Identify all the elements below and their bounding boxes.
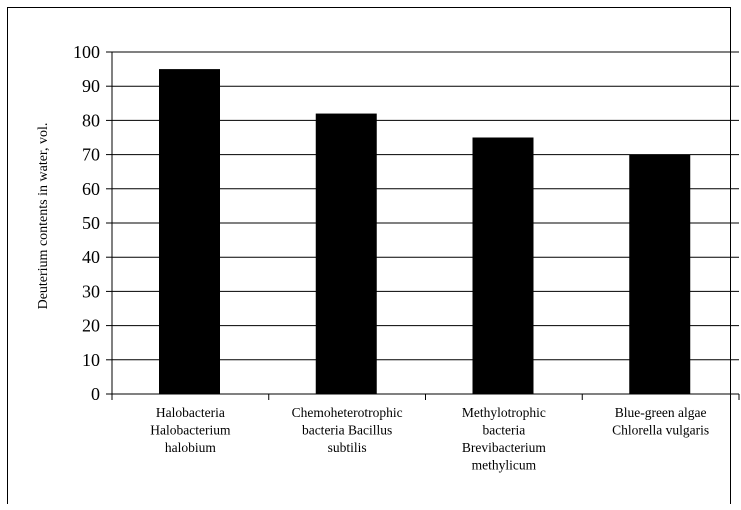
bar [159,69,220,394]
bar [315,113,377,394]
y-tick-label: 0 [91,384,100,404]
y-tick-label: 60 [82,179,100,199]
y-axis-title: Deuterium contents in water, vol. [36,123,51,310]
x-category-label: Blue-green algae Chlorella vulgaris [612,405,709,438]
chart-frame [7,7,731,504]
y-tick-label: 80 [82,110,100,130]
x-category-label: Halobacteria Halobacterium halobium [150,405,231,455]
x-category-label: Methylotrophic bacteria Brevibacterium meth… [462,405,546,473]
bar [472,137,534,394]
y-tick-label: 40 [82,247,100,267]
y-tick-label: 50 [82,213,100,233]
bar [629,154,691,394]
y-tick-label: 100 [73,42,100,62]
y-tick-label: 30 [82,281,100,301]
y-tick-label: 10 [82,350,100,370]
y-tick-label: 20 [82,316,100,336]
y-tick-label: 70 [82,145,100,165]
y-tick-label: 90 [82,76,100,96]
x-category-label: Chemoheterotrophic bacteria Bacillus subti… [292,405,403,455]
